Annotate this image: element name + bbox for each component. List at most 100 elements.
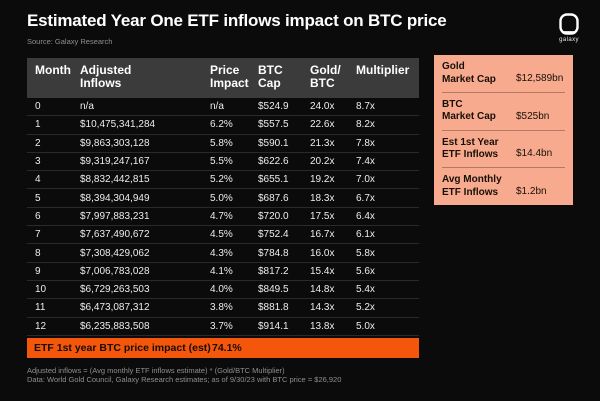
table-cell: 12: [35, 320, 47, 332]
table-cell: $720.0: [258, 210, 289, 222]
table-cell: $784.8: [258, 247, 289, 259]
table-cell: $817.2: [258, 265, 289, 277]
column-header-btc-cap: BTC Cap: [258, 63, 283, 90]
table-cell: $7,997,883,231: [80, 210, 150, 222]
table-cell: 4: [35, 174, 41, 186]
stat-item-avg-monthly-etf-inflows: Avg Monthly ETF Inflows $1.2bn: [442, 168, 565, 205]
table-cell: $622.6: [258, 156, 289, 168]
table-body: 0 n/a n/a $524.9 24.0x 8.7x 1 $10,475,341,284 6.…: [27, 98, 419, 336]
stat-item-est-first-year-etf-inflows: Est 1st Year ETF Inflows $14.4bn: [442, 131, 565, 169]
table-cell: $655.1: [258, 174, 289, 186]
table-cell: 5.8%: [210, 137, 233, 149]
table-cell: $8,394,304,949: [80, 192, 150, 204]
table-row: 10 $6,729,263,503 4.0% $849.5 14.8x 5.4x: [27, 281, 419, 300]
stat-label: Gold Market Cap: [442, 61, 496, 85]
table-cell: 21.3x: [310, 137, 335, 149]
summary-value: 74.1%: [212, 341, 242, 354]
table-cell: $849.5: [258, 284, 289, 296]
table-cell: $10,475,341,284: [80, 119, 156, 131]
table-cell: 8.7x: [356, 101, 375, 113]
table-cell: 3.7%: [210, 320, 233, 332]
table-cell: 4.1%: [210, 265, 233, 277]
table-cell: $752.4: [258, 229, 289, 241]
table-row: 8 $7,308,429,062 4.3% $784.8 16.0x 5.8x: [27, 244, 419, 263]
table-cell: $914.1: [258, 320, 289, 332]
page-title: Estimated Year One ETF inflows impact on…: [27, 11, 447, 30]
table-cell: 15.4x: [310, 265, 335, 277]
table-cell: 1: [35, 119, 41, 131]
table-cell: n/a: [210, 101, 224, 113]
table-cell: $590.1: [258, 137, 289, 149]
table-cell: 19.2x: [310, 174, 335, 186]
table-cell: $524.9: [258, 101, 289, 113]
stat-label: Est 1st Year ETF Inflows: [442, 136, 499, 161]
table-cell: $9,863,303,128: [80, 137, 150, 149]
table-row: 4 $8,832,442,815 5.2% $655.1 19.2x 7.0x: [27, 171, 419, 190]
table-cell: 14.8x: [310, 284, 335, 296]
table-cell: 3: [35, 156, 41, 168]
table-cell: 5.6x: [356, 265, 375, 277]
table-cell: n/a: [80, 101, 94, 113]
table-cell: 24.0x: [310, 101, 335, 113]
table-cell: $687.6: [258, 192, 289, 204]
table-cell: 7.4x: [356, 156, 375, 168]
table-cell: 5.5%: [210, 156, 233, 168]
table-row: 1 $10,475,341,284 6.2% $557.5 22.6x 8.2x: [27, 116, 419, 135]
galaxy-logo-icon: [559, 13, 579, 35]
table-cell: 5.2x: [356, 302, 375, 314]
summary-label: ETF 1st year BTC price impact (est): [34, 341, 211, 354]
stat-label: Avg Monthly ETF Inflows: [442, 174, 502, 198]
table-row: 0 n/a n/a $524.9 24.0x 8.7x: [27, 98, 419, 117]
table-row: 3 $9,319,247,167 5.5% $622.6 20.2x 7.4x: [27, 153, 419, 172]
table-row: 5 $8,394,304,949 5.0% $687.6 18.3x 6.7x: [27, 189, 419, 208]
table-cell: $7,637,490,672: [80, 229, 150, 241]
table-row: 6 $7,997,883,231 4.7% $720.0 17.5x 6.4x: [27, 208, 419, 227]
table-cell: $7,308,429,062: [80, 247, 150, 259]
table-cell: 22.6x: [310, 119, 335, 131]
table-cell: 7.8x: [356, 137, 375, 149]
source-label: Source: Galaxy Research: [27, 37, 113, 46]
table-cell: 18.3x: [310, 192, 335, 204]
column-header-price-impact: Price Impact: [210, 63, 249, 90]
table-cell: $6,729,263,503: [80, 284, 150, 296]
table-cell: 16.7x: [310, 229, 335, 241]
table-cell: 11: [35, 302, 46, 314]
table-header: Month Adjusted Inflows Price Impact BTC …: [27, 58, 419, 98]
stat-label: BTC Market Cap: [442, 98, 496, 123]
brand-logo: galaxy: [554, 13, 584, 43]
stat-value: $1.2bn: [516, 186, 547, 197]
summary-bar: ETF 1st year BTC price impact (est) 74.1…: [27, 337, 419, 358]
table-cell: 7: [35, 229, 41, 241]
table-cell: 7.0x: [356, 174, 375, 186]
table-cell: 8.2x: [356, 119, 375, 131]
table-cell: 5.0x: [356, 320, 375, 332]
table-cell: 5.4x: [356, 284, 375, 296]
table-cell: 4.5%: [210, 229, 233, 241]
table-cell: $8,832,442,815: [80, 174, 150, 186]
stat-value: $525bn: [516, 110, 550, 122]
table-cell: $557.5: [258, 119, 289, 131]
table-cell: 4.7%: [210, 210, 233, 222]
table-cell: $9,319,247,167: [80, 156, 150, 168]
stat-value: $12,589bn: [516, 72, 564, 84]
table-cell: 6.7x: [356, 192, 375, 204]
table-cell: $881.8: [258, 302, 289, 314]
table-cell: 20.2x: [310, 156, 335, 168]
stat-item-btc-market-cap: BTC Market Cap $525bn: [442, 93, 565, 131]
table-cell: 6: [35, 210, 41, 222]
footnote-formula: Adjusted inflows = (Avg monthly ETF infl…: [27, 365, 285, 375]
column-header-month: Month: [35, 63, 71, 77]
footnotes: Adjusted inflows = (Avg monthly ETF infl…: [27, 366, 419, 385]
brand-name: galaxy: [559, 37, 579, 43]
table-cell: 4.3%: [210, 247, 233, 259]
table-cell: 6.2%: [210, 119, 233, 131]
table-cell: 9: [35, 265, 41, 277]
table-cell: 14.3x: [310, 302, 335, 314]
table-cell: 17.5x: [310, 210, 335, 222]
footnote-data-source: Data: World Gold Council, Galaxy Researc…: [27, 375, 342, 385]
table-row: 9 $7,006,783,028 4.1% $817.2 15.4x 5.6x: [27, 263, 419, 281]
table-cell: $6,473,087,312: [80, 302, 150, 314]
table-cell: 4.0%: [210, 284, 233, 296]
column-header-adjusted-inflows: Adjusted Inflows: [80, 63, 132, 90]
